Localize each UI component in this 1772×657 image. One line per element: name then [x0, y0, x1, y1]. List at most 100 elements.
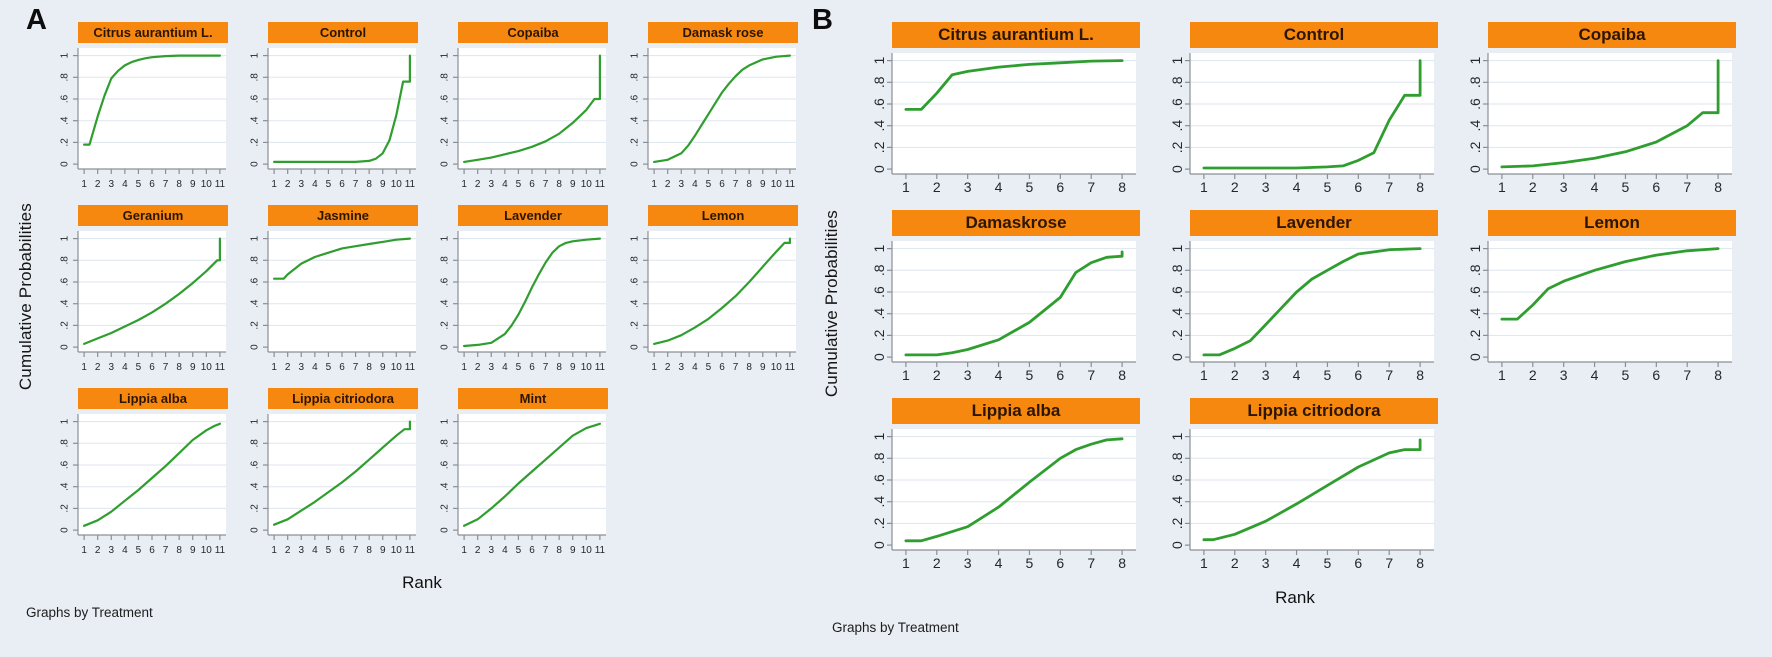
panel-a-body: Cumulative Probabilities Citrus aurantiu…: [10, 22, 802, 571]
y-tick-label: .6: [630, 94, 641, 103]
x-tick-label: 3: [1262, 555, 1270, 571]
x-tick-label: 7: [1087, 179, 1095, 195]
x-axis: 1 2 3 4 5 6 7 8 9 10 11: [78, 351, 226, 373]
x-tick-label: 11: [215, 545, 226, 556]
y-tick-label: .2: [440, 138, 451, 147]
plot-area: [1190, 241, 1434, 362]
y-axis: 0 .2 .4 .6 .8 1: [250, 48, 269, 169]
y-tick-label: .4: [871, 308, 887, 320]
x-tick-label: 9: [570, 179, 576, 190]
y-tick-label: .4: [871, 496, 887, 508]
x-tick-label: 7: [353, 179, 359, 190]
chart-plot: 0 .2 .4 .6 .8 1 1 2 3 4 5 6 7 8: [1467, 241, 1732, 383]
y-tick-label: 0: [250, 527, 261, 533]
x-tick-label: 4: [995, 179, 1003, 195]
x-tick-label: 3: [108, 545, 114, 556]
y-axis: 0 .2 .4 .6 .8 1: [871, 241, 893, 362]
y-tick-label: .8: [871, 264, 887, 276]
x-tick-label: 7: [353, 362, 359, 373]
chart-title: Mint: [458, 388, 608, 409]
y-tick-label: .8: [440, 439, 451, 448]
y-tick-label: .2: [1467, 329, 1483, 341]
x-tick-label: 4: [1591, 179, 1599, 195]
y-axis: 0 .2 .4 .6 .8 1: [871, 429, 893, 550]
series-line: [653, 54, 791, 163]
series-line: [1500, 247, 1720, 321]
y-tick-label: 0: [60, 527, 71, 533]
x-tick-label: 4: [502, 179, 508, 190]
panel-b-body: Cumulative Probabilities Citrus aurantiu…: [816, 22, 1762, 586]
y-tick-label: 1: [871, 432, 887, 440]
x-tick-label: 8: [1118, 367, 1126, 383]
x-tick-label: 5: [706, 179, 712, 190]
y-tick-label: .8: [60, 439, 71, 448]
y-tick-label: .4: [440, 482, 451, 491]
y-tick-label: .6: [1169, 98, 1185, 110]
y-tick-label: .8: [440, 256, 451, 265]
chart-a-lemon: Lemon 0.2.4.6.8 1 1 2 3 4 5 6 7 8 9 10 11: [612, 205, 802, 388]
x-tick-label: 6: [1652, 179, 1660, 195]
x-tick-label: 10: [581, 362, 593, 373]
y-tick-label: 1: [1169, 432, 1185, 440]
x-tick-label: 11: [785, 362, 796, 373]
x-tick-label: 2: [1231, 367, 1239, 383]
x-tick-label: 5: [1622, 179, 1630, 195]
plot-area: [892, 429, 1136, 550]
y-tick-label: .8: [630, 73, 641, 82]
y-tick-label: 0: [1467, 165, 1483, 173]
x-tick-label: 4: [122, 179, 128, 190]
x-tick-label: 2: [933, 555, 941, 571]
y-tick-label: 1: [250, 235, 261, 241]
y-axis: 0 .2 .4 .6 .8 1: [60, 48, 79, 169]
x-tick-label: 8: [176, 179, 182, 190]
x-tick-label: 8: [366, 179, 372, 190]
x-tick-label: 1: [1200, 179, 1208, 195]
x-tick-label: 4: [312, 362, 318, 373]
x-tick-label: 11: [405, 362, 416, 373]
series-line: [463, 422, 601, 527]
chart-title: Lemon: [648, 205, 798, 226]
chart-title: Lavender: [1190, 210, 1438, 236]
x-tick-label: 5: [1026, 179, 1034, 195]
gridlines: [892, 436, 1136, 524]
y-tick-label: .2: [1169, 141, 1185, 153]
x-tick-label: 7: [353, 545, 359, 556]
gridlines: [648, 55, 796, 143]
panel-a-x-axis-label: Rank: [402, 573, 442, 592]
panel-b: B Cumulative Probabilities Citrus aurant…: [802, 0, 1762, 657]
x-tick-label: 5: [1622, 367, 1630, 383]
x-tick-label: 8: [556, 179, 562, 190]
chart-title: Lippia citriodora: [1190, 398, 1438, 424]
x-tick-label: 3: [964, 179, 972, 195]
y-tick-label: 0: [440, 527, 451, 533]
y-tick-label: .8: [250, 73, 261, 82]
y-tick-label: 0: [1467, 353, 1483, 361]
y-tick-label: .8: [60, 73, 71, 82]
y-tick-label: .8: [1169, 76, 1185, 88]
panel-a-letter: A: [26, 4, 47, 36]
chart-b-damaskrose: Damaskrose 0 .2 .4 .6 .8 1 1 2 3 4 5 6 7 8: [848, 210, 1146, 398]
panel-b-chart-grid: Citrus aurantium L. 0.2.4.6.8 1 1 2 3 4 5 6 7 8 Con…: [848, 22, 1742, 586]
y-tick-label: 0: [60, 161, 71, 167]
y-tick-label: .2: [1169, 517, 1185, 529]
gridlines: [458, 421, 606, 509]
x-tick-label: 11: [595, 362, 606, 373]
y-tick-label: 1: [440, 52, 451, 58]
x-tick-label: 9: [380, 362, 386, 373]
x-axis: 1 2 3 4 5 6 7 8: [1190, 361, 1434, 383]
x-tick-label: 9: [760, 179, 766, 190]
chart-plot: 0 .2 .4 .6 .8 1 1 2 3 4 5 6 7 8: [871, 429, 1136, 571]
y-tick-label: .6: [60, 460, 71, 469]
x-tick-label: 8: [176, 545, 182, 556]
x-tick-label: 3: [108, 362, 114, 373]
x-tick-label: 6: [1056, 367, 1064, 383]
x-tick-label: 11: [215, 362, 226, 373]
chart-a-mint: Mint 0.2.4.6.8 1 1 2 3 4 5 6 7 8 9 10 11: [422, 388, 612, 571]
x-tick-label: 1: [1498, 179, 1506, 195]
chart-title: Lavender: [458, 205, 608, 226]
x-tick-label: 3: [1560, 367, 1568, 383]
x-tick-label: 4: [502, 545, 508, 556]
y-tick-label: 1: [1467, 244, 1483, 252]
y-tick-label: 1: [60, 235, 71, 241]
y-tick-label: .4: [60, 299, 71, 308]
